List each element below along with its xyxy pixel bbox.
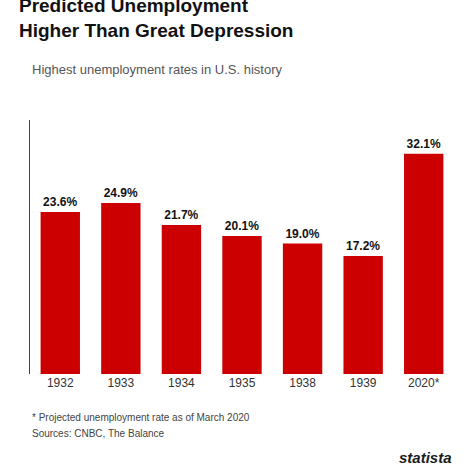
svg-text:19.0%: 19.0% [285, 227, 319, 241]
svg-text:2020*: 2020* [408, 376, 440, 390]
svg-text:1939: 1939 [350, 376, 377, 390]
svg-text:statista: statista [399, 449, 452, 466]
svg-text:21.7%: 21.7% [164, 208, 198, 222]
svg-text:* Projected unemployment rate: * Projected unemployment rate as of Marc… [32, 412, 250, 423]
svg-text:Predicted UnemploymentHigher T: Predicted UnemploymentHigher Than Great … [19, 0, 294, 41]
svg-text:1933: 1933 [108, 376, 135, 390]
svg-text:1934: 1934 [168, 376, 195, 390]
svg-text:1938: 1938 [289, 376, 316, 390]
svg-text:24.9%: 24.9% [104, 186, 138, 200]
svg-text:17.2%: 17.2% [346, 239, 380, 253]
svg-text:23.6%: 23.6% [43, 195, 77, 209]
svg-text:1935: 1935 [229, 376, 256, 390]
svg-text:32.1%: 32.1% [407, 137, 441, 151]
svg-text:Highest unemployment rates in: Highest unemployment rates in U.S. histo… [32, 62, 282, 77]
svg-text:Sources: CNBC, The Balance: Sources: CNBC, The Balance [32, 428, 165, 439]
svg-text:20.1%: 20.1% [225, 219, 259, 233]
svg-text:1932: 1932 [47, 376, 74, 390]
